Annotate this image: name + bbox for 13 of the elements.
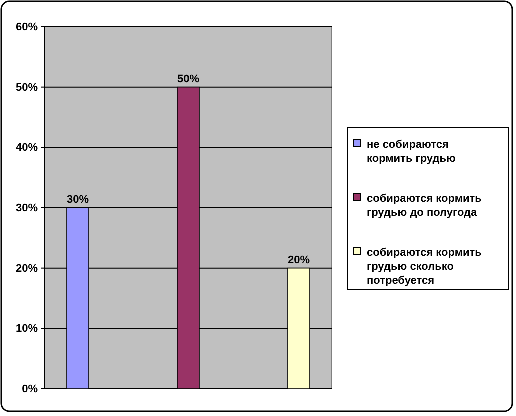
y-tick-label: 30%: [16, 202, 38, 215]
data-label: 50%: [177, 73, 200, 86]
legend-label: не собираются кормить грудью: [367, 139, 456, 165]
y-tick-label: 10%: [16, 323, 38, 336]
legend-label: собираются кормить грудью сколько потребуется: [367, 247, 482, 287]
y-tick-label: 0%: [22, 384, 38, 396]
data-label: 20%: [288, 254, 310, 266]
y-tick-label: 50%: [16, 82, 38, 94]
y-tick-label: 60%: [16, 22, 38, 34]
legend-label: собираются кормить грудью до полугода: [367, 193, 482, 219]
data-label: 30%: [66, 194, 90, 206]
y-tick-label: 40%: [16, 142, 38, 154]
y-tick-label: 20%: [16, 262, 38, 275]
